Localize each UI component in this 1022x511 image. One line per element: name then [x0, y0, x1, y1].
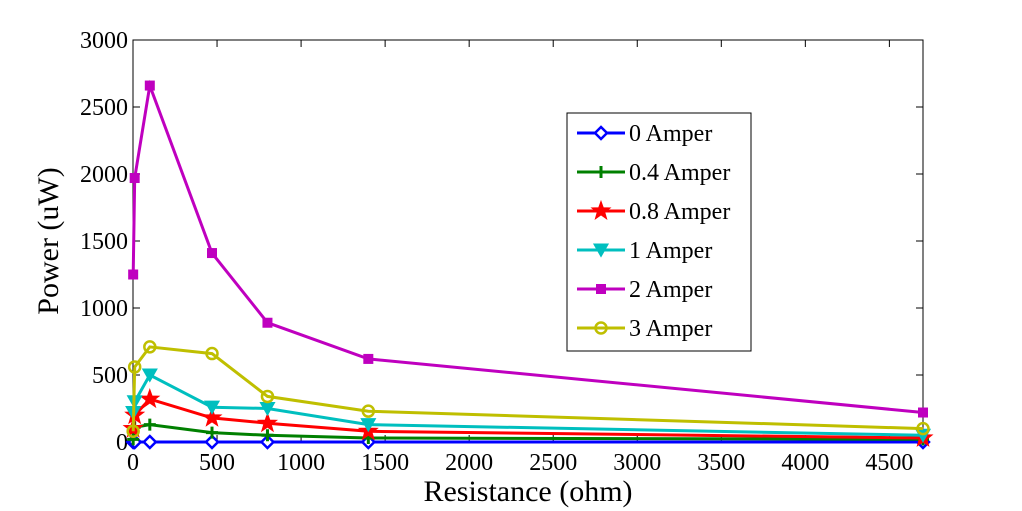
y-tick-label: 1000	[80, 296, 128, 322]
legend-marker	[593, 125, 609, 141]
data-point	[360, 418, 377, 433]
data-point	[143, 418, 156, 431]
x-tick-label: 4500	[865, 450, 913, 476]
legend-item: 0.8 Amper	[577, 199, 730, 225]
data-point	[361, 404, 376, 418]
data-point	[127, 433, 140, 446]
data-point	[142, 434, 158, 450]
legend: 0 Amper 0.4 Amper 0.8 Amper 1 Amper 2 Amper 3…	[566, 112, 752, 352]
legend-item: 2 Amper	[577, 277, 712, 303]
x-tick-label: 2000	[445, 450, 493, 476]
legend-marker	[595, 166, 607, 178]
data-point	[204, 434, 220, 450]
legend-label: 0 Amper	[629, 121, 712, 147]
legend-label: 0.4 Amper	[629, 160, 730, 186]
data-point	[207, 248, 217, 259]
series-3-amper	[126, 340, 930, 439]
legend-item: 3 Amper	[577, 316, 712, 342]
series-line	[131, 345, 924, 432]
legend-item: 0 Amper	[577, 121, 712, 147]
data-point	[256, 412, 279, 433]
data-point	[203, 400, 221, 415]
series-layer	[122, 79, 934, 450]
data-point	[205, 346, 219, 361]
data-point	[206, 426, 218, 439]
y-tick-label: 3000	[80, 28, 128, 54]
data-point	[261, 429, 274, 442]
data-point	[259, 434, 276, 450]
x-axis-title: Resistance (ohm)	[423, 475, 632, 508]
data-point	[201, 406, 223, 427]
data-point	[918, 407, 928, 418]
legend-item: 0.4 Amper	[577, 160, 730, 186]
x-tick-label: 2500	[529, 450, 577, 476]
y-tick-label: 1500	[80, 229, 128, 255]
y-tick-label: 2000	[80, 162, 128, 188]
legend-marker	[596, 284, 606, 294]
data-point	[262, 317, 273, 328]
axis-ticks: 0 500 1000 1500 2000 2500 3000 3500 4000 4500 0 500…	[80, 28, 923, 476]
legend-label: 3 Amper	[629, 316, 712, 342]
data-point	[127, 360, 142, 374]
data-point	[260, 389, 275, 404]
x-tick-label: 0	[127, 450, 139, 476]
legend-label: 1 Amper	[629, 238, 712, 264]
y-axis-title: Power (uW)	[32, 167, 65, 314]
x-tick-label: 1000	[277, 450, 325, 476]
data-point	[141, 368, 158, 383]
data-point	[916, 421, 930, 436]
data-point	[144, 80, 155, 91]
legend-label: 0.8 Amper	[629, 199, 730, 225]
y-tick-label: 500	[92, 363, 128, 389]
x-tick-label: 4000	[781, 450, 829, 476]
data-point	[139, 388, 161, 409]
data-point	[128, 269, 139, 280]
x-tick-label: 1500	[361, 450, 409, 476]
legend-marker	[590, 199, 612, 221]
legend-label: 2 Amper	[629, 277, 712, 303]
x-tick-label: 3000	[613, 450, 661, 476]
data-point	[129, 173, 140, 184]
y-tick-label: 2500	[80, 95, 128, 121]
legend-marker	[592, 243, 610, 258]
data-point	[363, 353, 374, 364]
legend-box	[566, 112, 752, 352]
data-point	[126, 424, 140, 439]
data-point	[143, 340, 157, 354]
y-tick-label: 0	[116, 430, 128, 456]
plot-area	[132, 39, 924, 443]
legend-item: 1 Amper	[577, 238, 712, 264]
x-tick-label: 500	[199, 450, 235, 476]
legend-marker	[594, 321, 608, 335]
series-2-amper	[128, 79, 928, 418]
x-tick-label: 3500	[697, 450, 745, 476]
